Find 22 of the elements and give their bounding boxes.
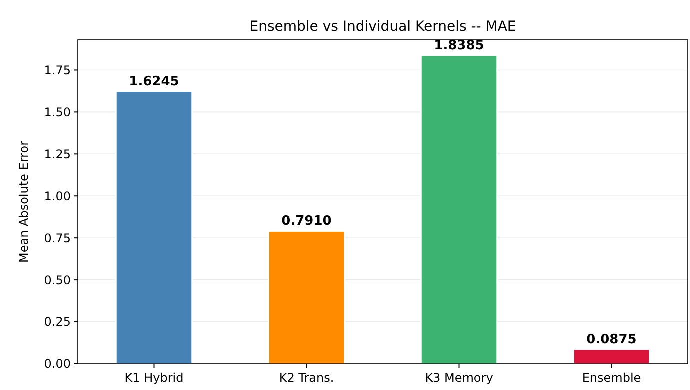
bar (420, 54, 498, 365)
bar (268, 230, 346, 365)
data-label: 0.0875 (586, 332, 637, 348)
y-tick-label: 0.50 (44, 273, 71, 288)
data-label: 0.7910 (282, 214, 332, 230)
bar (572, 348, 651, 365)
data-label: 1.6245 (129, 74, 180, 90)
y-tick-label: 1.50 (44, 105, 71, 120)
y-tick-label: 0.75 (44, 231, 71, 246)
y-tick-label: 0.00 (44, 357, 71, 372)
bar (115, 90, 194, 365)
y-tick-label: 0.25 (44, 315, 71, 330)
y-tick-label: 1.75 (44, 63, 71, 78)
x-tick-label: Ensemble (582, 371, 642, 385)
y-axis-title: Mean Absolute Error (17, 140, 31, 264)
data-label: 1.8385 (434, 38, 484, 54)
x-tick-label: K2 Trans. (279, 371, 334, 385)
y-tick-label: 1.00 (44, 189, 71, 204)
x-tick-label: K1 Hybrid (124, 371, 184, 385)
x-tick-label: K3 Memory (425, 371, 494, 385)
y-tick-label: 1.25 (44, 147, 71, 162)
chart-title: Ensemble vs Individual Kernels -- MAE (250, 19, 516, 35)
